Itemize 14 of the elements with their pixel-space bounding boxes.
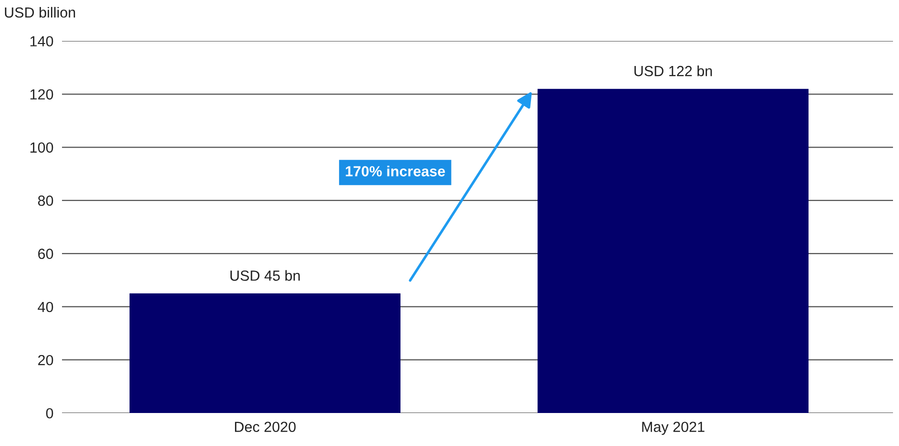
x-tick-label: Dec 2020 bbox=[234, 422, 296, 432]
y-tick-label: 120 bbox=[30, 89, 54, 100]
annotation: 170% increase bbox=[346, 166, 445, 176]
y-tick-label: 0 bbox=[46, 408, 54, 418]
y-tick-label: 140 bbox=[30, 36, 54, 46]
y-axis-title: USD billion bbox=[4, 6, 76, 18]
y-tick-label: 80 bbox=[38, 196, 54, 206]
y-tick-label: 40 bbox=[38, 302, 54, 312]
x-tick-label: May 2021 bbox=[642, 422, 704, 435]
y-tick-label: 60 bbox=[38, 248, 54, 259]
y-tick-label: 100 bbox=[30, 142, 54, 153]
data-label: USD 45 bn bbox=[230, 270, 300, 281]
y-tick-label: 20 bbox=[38, 354, 54, 366]
data-label: USD 122 bn bbox=[634, 66, 712, 76]
